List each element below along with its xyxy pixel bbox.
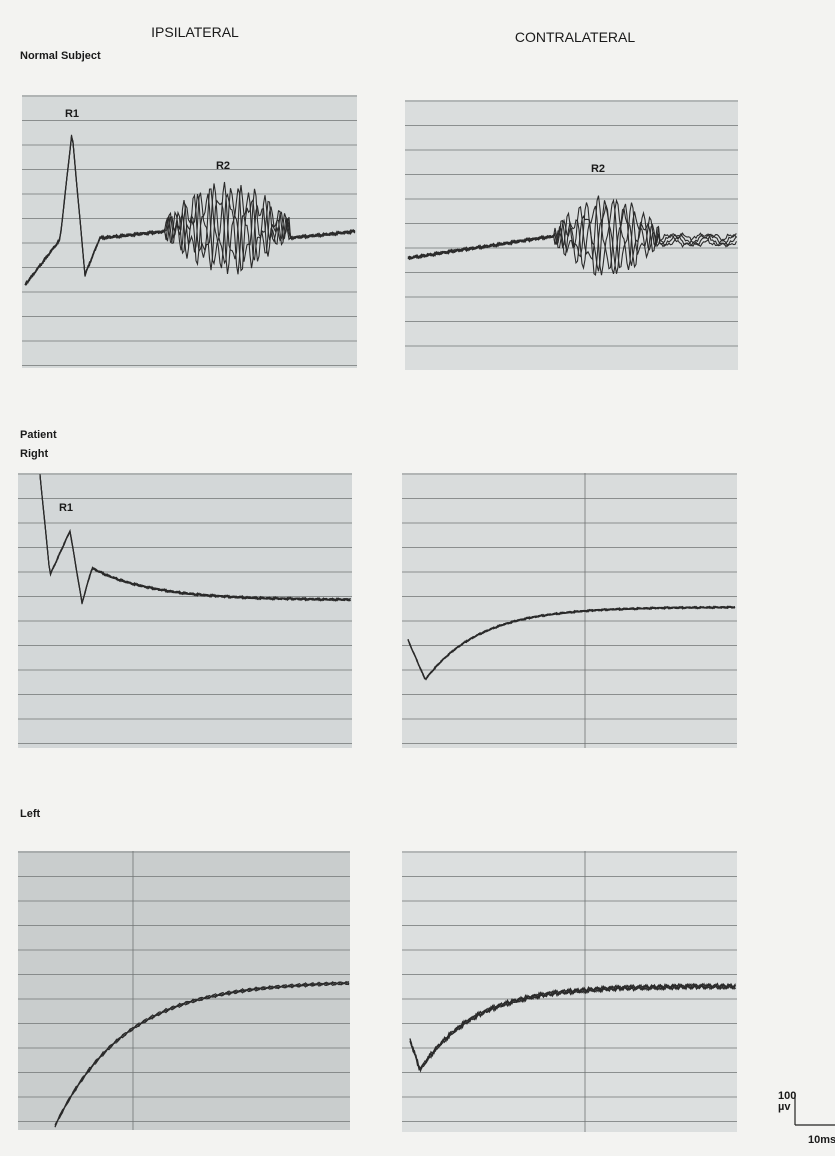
trace-panel [402, 473, 737, 748]
trace-panel [18, 473, 352, 748]
row-label: Right [20, 448, 48, 460]
column-header: IPSILATERAL [151, 24, 239, 40]
scale-unit: µv [778, 1101, 791, 1113]
row-label: Left [20, 808, 41, 820]
scale-time: 10ms [808, 1134, 835, 1146]
response-label: R1 [59, 502, 73, 514]
response-label: R1 [65, 108, 79, 120]
row-label: Patient [20, 429, 57, 441]
response-label: R2 [591, 163, 605, 175]
row-label: Normal Subject [20, 50, 101, 62]
figure: IPSILATERAL CONTRALATERAL Normal Subject… [0, 0, 835, 1156]
trace-panel [18, 851, 350, 1130]
column-header: CONTRALATERAL [515, 29, 636, 45]
response-label: R2 [216, 160, 230, 172]
